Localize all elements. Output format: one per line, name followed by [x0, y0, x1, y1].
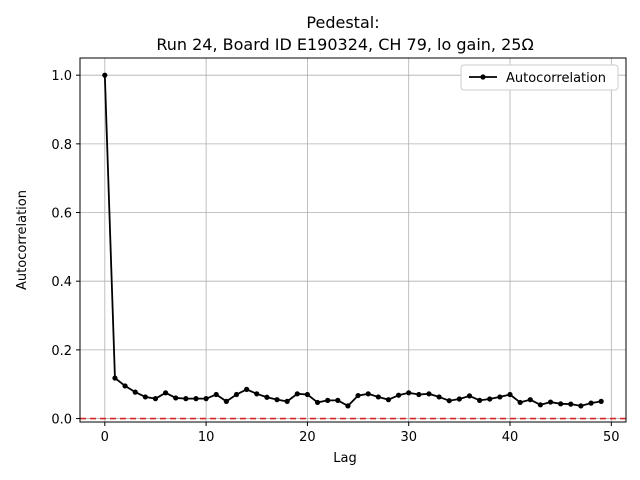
data-point [436, 394, 442, 400]
data-point [446, 398, 452, 404]
data-point [233, 391, 240, 398]
legend-marker [480, 74, 486, 80]
data-point [426, 391, 432, 397]
y-tick-label: 0.6 [51, 207, 72, 222]
data-point [477, 397, 483, 403]
data-point [345, 403, 351, 409]
x-tick-label: 40 [502, 430, 519, 445]
data-point [213, 391, 219, 398]
data-point [406, 390, 412, 396]
data-point [578, 403, 584, 409]
data-point [132, 389, 138, 395]
data-point [284, 398, 290, 404]
data-point [527, 397, 533, 403]
data-point [183, 396, 189, 402]
data-point [102, 72, 108, 78]
x-axis-label: Lag [333, 451, 356, 466]
data-point [173, 395, 179, 401]
y-tick-label: 0.0 [51, 413, 72, 428]
data-point [487, 396, 493, 402]
plot-frame [79, 57, 627, 423]
legend: Autocorrelation [460, 64, 619, 91]
data-point [223, 398, 229, 404]
data-point [517, 399, 523, 406]
data-point [122, 383, 128, 389]
data-point [456, 396, 462, 402]
y-axis-label: Autocorrelation [15, 190, 30, 290]
data-point [193, 396, 199, 402]
data-point [598, 398, 604, 404]
legend-label: Autocorrelation [506, 71, 606, 86]
data-point [142, 394, 148, 400]
series-group [102, 72, 604, 409]
x-tick-label: 20 [299, 430, 316, 445]
data-point [152, 396, 159, 402]
data-point [466, 393, 473, 399]
chart-title: Pedestal: [306, 13, 379, 32]
x-axis-ticks: 0 10 20 30 40 50 [101, 422, 620, 445]
data-point [395, 392, 402, 398]
data-point [355, 392, 361, 399]
x-tick-label: 30 [400, 430, 417, 445]
data-point [365, 391, 371, 397]
data-point [588, 400, 594, 406]
x-tick-label: 50 [603, 430, 620, 445]
x-tick-label: 10 [198, 430, 215, 445]
data-point [416, 391, 422, 398]
y-tick-label: 0.2 [51, 344, 72, 359]
data-point [254, 391, 260, 397]
legend-box [460, 64, 619, 91]
data-point [325, 397, 331, 403]
grid-lines [80, 58, 626, 422]
chart-subtitle: Run 24, Board ID E190324, CH 79, lo gain… [156, 35, 533, 54]
data-point [537, 402, 544, 408]
data-point [304, 391, 311, 398]
data-point [162, 390, 169, 396]
y-tick-label: 0.8 [51, 138, 72, 153]
data-point [314, 399, 321, 406]
y-tick-label: 1.0 [51, 69, 72, 84]
y-tick-label: 0.4 [51, 275, 72, 290]
data-point [558, 401, 564, 407]
data-point [385, 397, 392, 403]
data-point [335, 397, 341, 403]
data-point [112, 375, 118, 381]
data-point [497, 394, 503, 400]
y-axis-ticks: 0.0 0.2 0.4 0.6 0.8 1.0 [51, 69, 80, 428]
data-point [507, 391, 513, 398]
data-point [274, 397, 280, 403]
x-tick-label: 0 [101, 430, 109, 445]
series-line [103, 75, 602, 407]
data-point [375, 394, 381, 400]
data-point [294, 391, 300, 397]
data-point [547, 399, 554, 405]
data-point [568, 401, 574, 407]
data-point [203, 396, 209, 402]
data-point [244, 386, 250, 392]
data-point [264, 394, 270, 400]
